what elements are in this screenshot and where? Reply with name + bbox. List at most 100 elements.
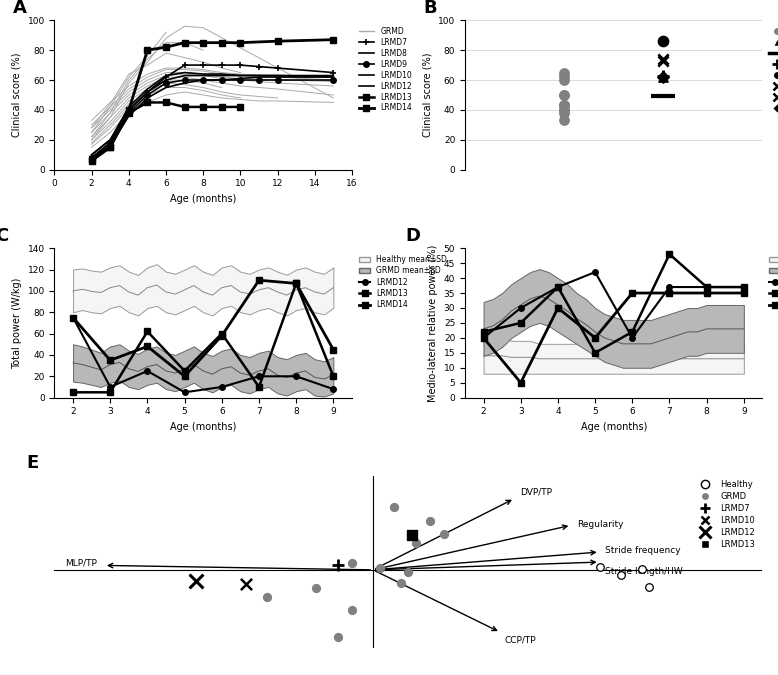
LRMD8 xyxy=(198,70,208,78)
LRMD12 xyxy=(106,383,115,391)
LRMD14 xyxy=(68,313,78,321)
LRMD14 xyxy=(254,276,264,284)
LRMD13 xyxy=(217,329,226,338)
Point xyxy=(388,502,401,513)
LRMD14 xyxy=(124,106,134,114)
Text: B: B xyxy=(423,0,437,17)
LRMD14 xyxy=(292,279,301,288)
LRMD9 xyxy=(236,76,245,84)
LRMD12 xyxy=(124,112,134,120)
LRMD8 xyxy=(124,103,134,111)
Point xyxy=(395,578,408,589)
LRMD9 xyxy=(198,76,208,84)
LRMD9 xyxy=(328,76,338,84)
Line: LRMD12: LRMD12 xyxy=(481,269,747,341)
Legend: Healthy, GRMD, LRMD7, LRMD10, LRMD12, LRMD13: Healthy, GRMD, LRMD7, LRMD10, LRMD12, LR… xyxy=(693,477,759,552)
Point xyxy=(558,90,570,101)
LRMD8 xyxy=(180,69,189,77)
LRMD8 xyxy=(328,72,338,80)
LRMD7 xyxy=(180,61,189,69)
LRMD7 xyxy=(198,61,208,69)
Point xyxy=(657,36,670,47)
LRMD12 xyxy=(161,84,170,92)
LRMD12 xyxy=(180,388,189,396)
Point xyxy=(657,54,670,65)
Point xyxy=(558,100,570,111)
Text: Stride length/HW: Stride length/HW xyxy=(605,566,683,576)
Line: LRMD9: LRMD9 xyxy=(89,77,336,161)
LRMD7 xyxy=(217,61,226,69)
Text: Regularity: Regularity xyxy=(577,520,623,529)
Point xyxy=(657,70,670,81)
Point xyxy=(558,68,570,78)
LRMD12 xyxy=(142,94,152,102)
LRMD12 xyxy=(292,372,301,380)
LRMD12 xyxy=(553,283,562,291)
LRMD12 xyxy=(180,79,189,87)
LRMD7 xyxy=(161,73,170,81)
LRMD13 xyxy=(180,367,189,375)
LRMD13 xyxy=(87,155,96,163)
LRMD13 xyxy=(236,103,245,111)
LRMD10 xyxy=(87,151,96,159)
LRMD7 xyxy=(273,64,282,72)
LRMD9 xyxy=(142,91,152,99)
LRMD7 xyxy=(254,63,264,71)
Point xyxy=(657,72,670,82)
LRMD14 xyxy=(198,38,208,47)
LRMD13 xyxy=(180,103,189,111)
LRMD14 xyxy=(87,157,96,165)
LRMD10 xyxy=(198,72,208,80)
LRMD12 xyxy=(254,372,264,380)
LRMD8 xyxy=(161,72,170,80)
Line: LRMD12: LRMD12 xyxy=(92,77,333,158)
Point xyxy=(558,105,570,115)
Point xyxy=(558,115,570,126)
Point xyxy=(558,70,570,81)
LRMD13 xyxy=(553,283,562,291)
LRMD8 xyxy=(254,72,264,80)
LRMD13 xyxy=(254,383,264,391)
LRMD12 xyxy=(236,74,245,82)
LRMD14 xyxy=(516,379,525,387)
Point xyxy=(345,605,358,616)
LRMD14 xyxy=(217,38,226,47)
LRMD14 xyxy=(553,304,562,312)
LRMD14 xyxy=(180,372,189,380)
Point xyxy=(331,560,344,570)
LRMD13 xyxy=(217,103,226,111)
Point xyxy=(374,562,387,573)
LRMD12 xyxy=(739,283,748,291)
Point xyxy=(657,55,670,66)
LRMD9 xyxy=(106,139,115,147)
LRMD13 xyxy=(739,283,748,291)
Point xyxy=(310,583,323,593)
LRMD13 xyxy=(142,99,152,107)
LRMD10 xyxy=(106,136,115,144)
LRMD10 xyxy=(328,73,338,81)
Point xyxy=(558,90,570,101)
LRMD7 xyxy=(124,106,134,114)
LRMD9 xyxy=(254,76,264,84)
LRMD13 xyxy=(479,328,489,336)
LRMD7 xyxy=(142,88,152,96)
LRMD13 xyxy=(328,372,338,380)
X-axis label: Age (months): Age (months) xyxy=(580,422,647,432)
LRMD12 xyxy=(328,385,338,393)
Point xyxy=(636,564,648,574)
Point xyxy=(261,591,273,602)
LRMD10 xyxy=(236,72,245,80)
LRMD14 xyxy=(236,38,245,47)
Text: Stride frequency: Stride frequency xyxy=(605,546,681,556)
LRMD13 xyxy=(161,99,170,107)
Line: LRMD14: LRMD14 xyxy=(69,277,337,380)
LRMD9 xyxy=(87,154,96,162)
LRMD13 xyxy=(106,388,115,396)
LRMD14 xyxy=(106,143,115,151)
LRMD12 xyxy=(142,367,152,375)
Point xyxy=(558,107,570,118)
LRMD12 xyxy=(479,334,489,342)
LRMD14 xyxy=(328,346,338,354)
Line: LRMD12: LRMD12 xyxy=(70,315,336,395)
LRMD13 xyxy=(516,319,525,327)
